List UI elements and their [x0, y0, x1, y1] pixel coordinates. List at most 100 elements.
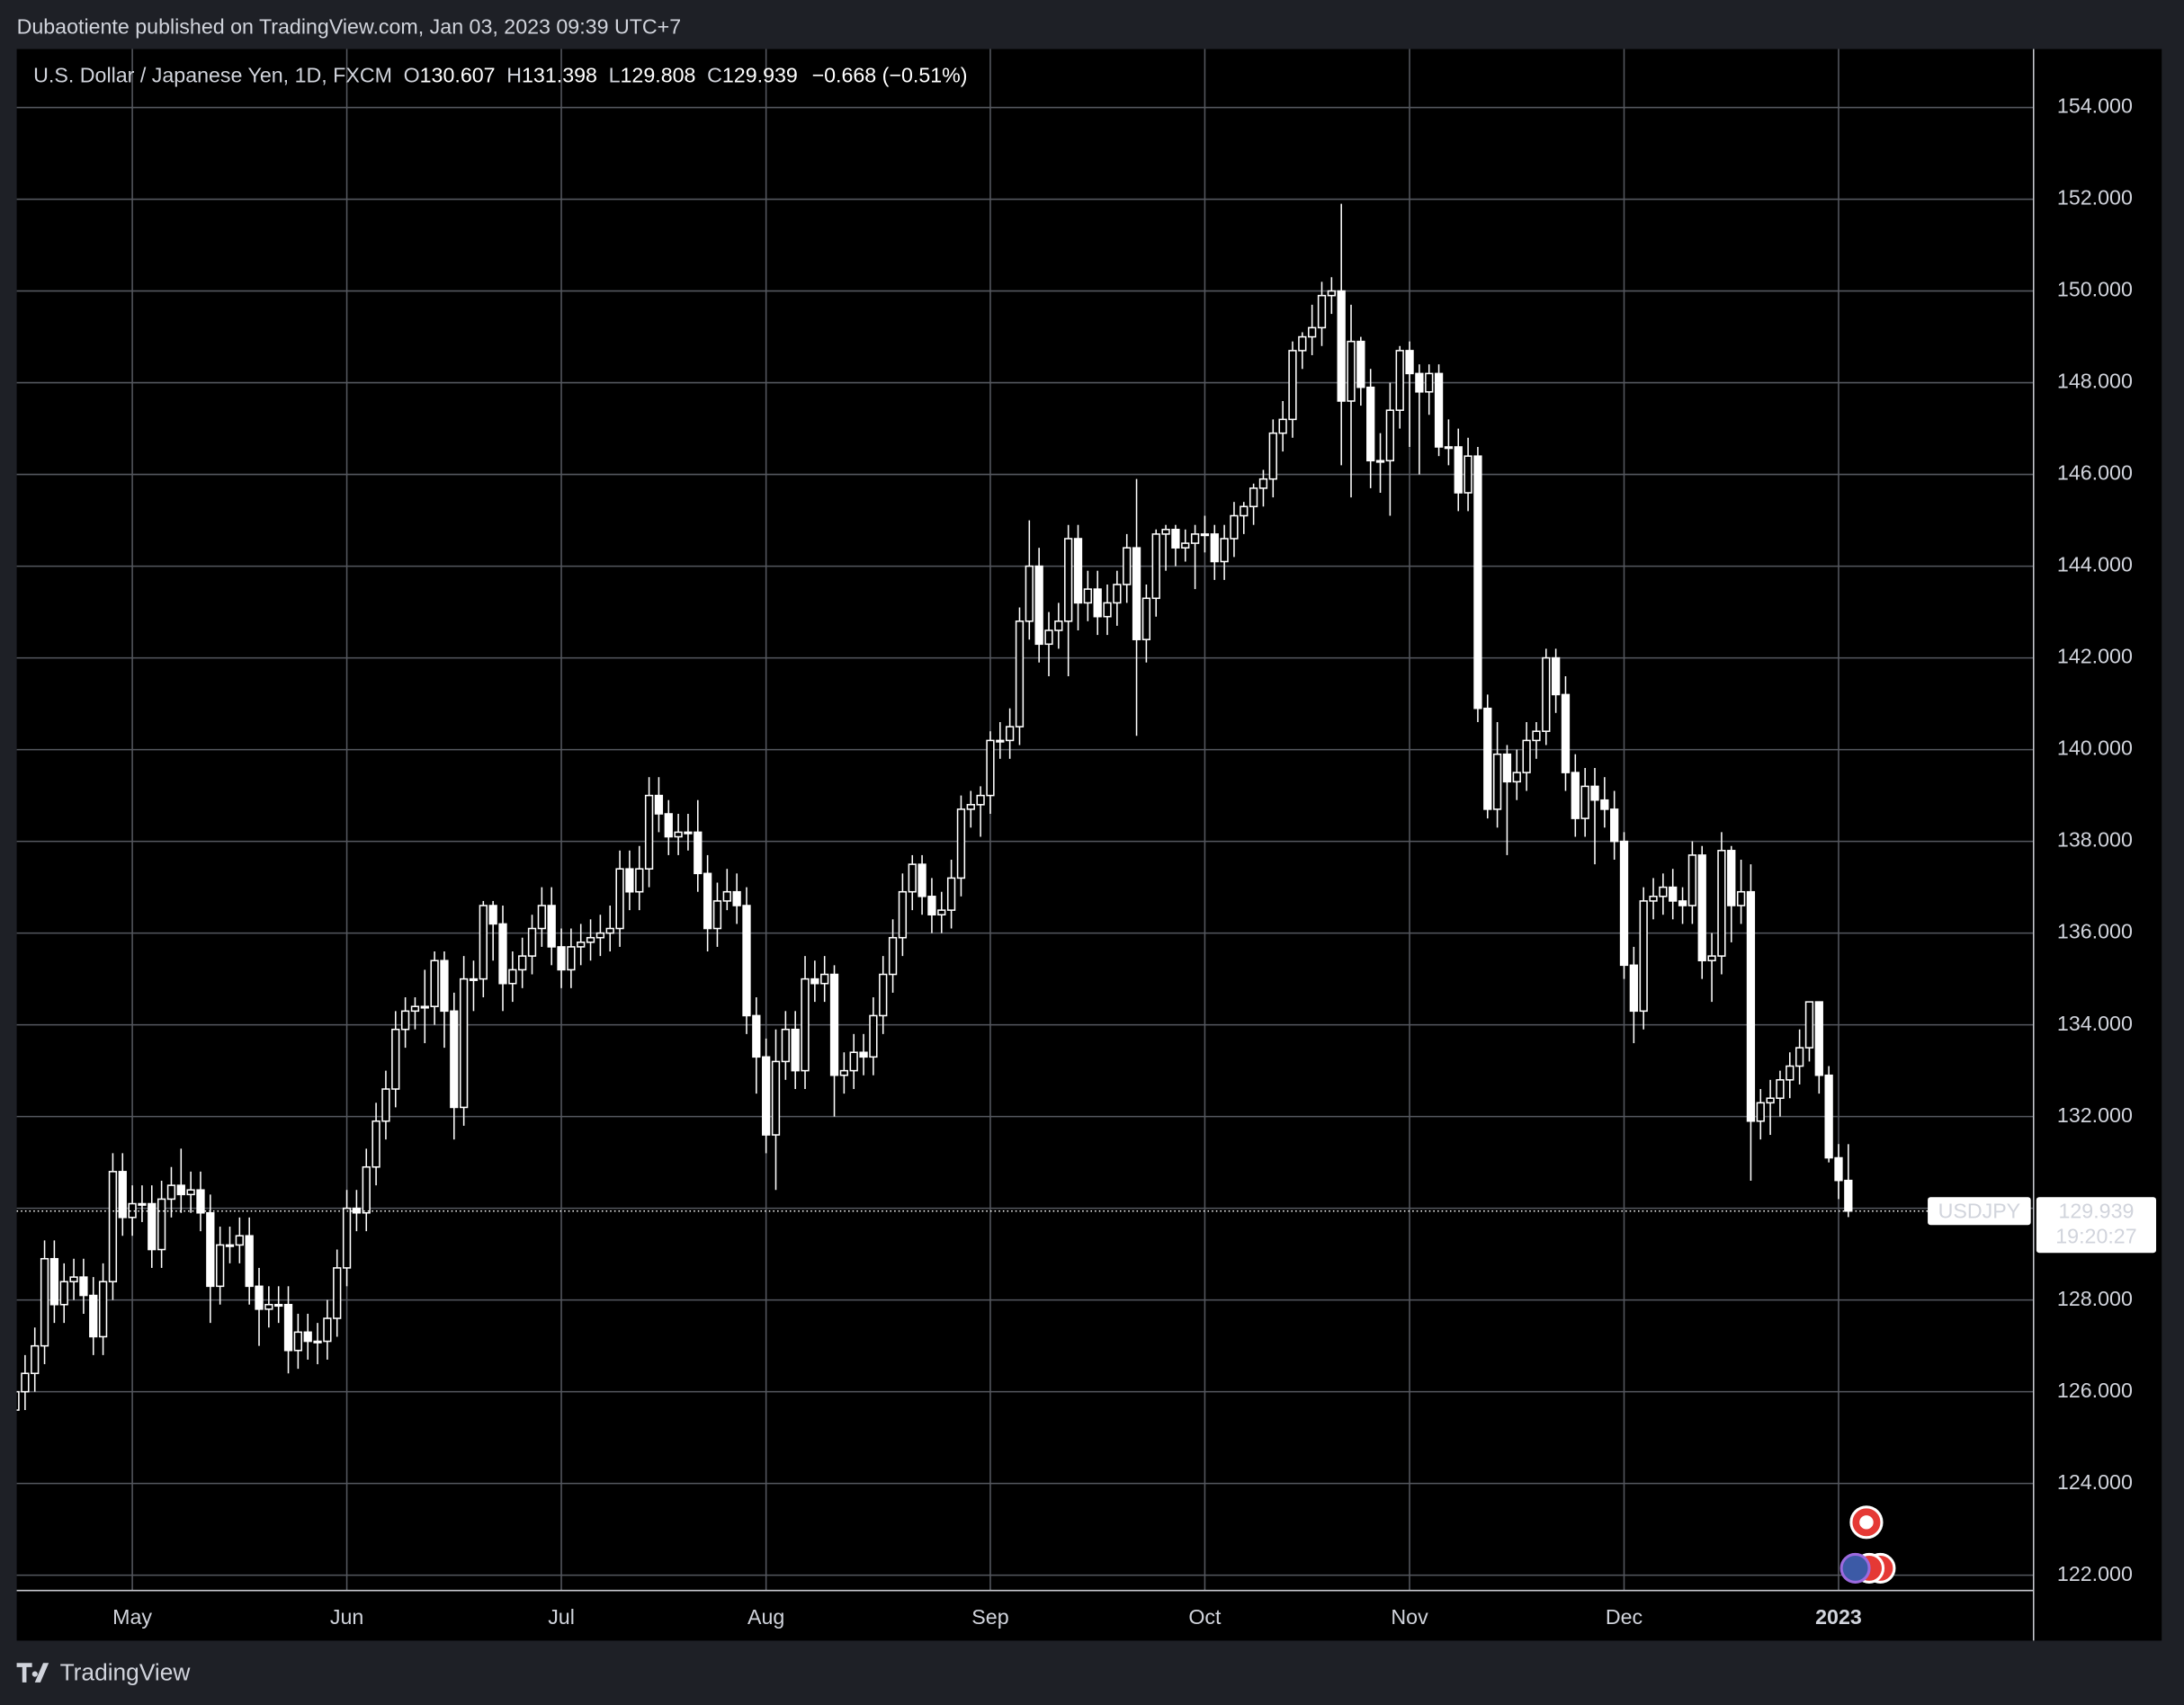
candle-body — [605, 927, 614, 934]
candle-body — [1405, 350, 1414, 375]
candle-body — [1542, 656, 1551, 732]
y-tick-label: 144.000 — [2057, 553, 2133, 576]
candle-body — [410, 1005, 420, 1013]
candle-body — [1766, 1097, 1775, 1104]
candle-body — [138, 1202, 147, 1206]
published-note: Dubaotiente published on TradingView.com… — [17, 14, 682, 38]
candle-body — [148, 1202, 157, 1251]
candle-body — [293, 1331, 303, 1352]
candle-body — [527, 927, 537, 957]
candle-body — [176, 1184, 185, 1196]
candle-body — [732, 890, 741, 906]
candle-body — [274, 1303, 283, 1308]
candle-body — [927, 896, 936, 915]
candle-body — [1786, 1065, 1795, 1081]
candle-body — [362, 1165, 371, 1214]
candle-body — [1258, 478, 1268, 489]
event-icon[interactable] — [1839, 1552, 1871, 1584]
candle-body — [567, 946, 576, 971]
candle-body — [1746, 890, 1756, 1122]
candle-body — [1844, 1179, 1853, 1212]
candle-body — [1434, 372, 1444, 448]
candle-body — [1093, 588, 1102, 618]
candle-body — [323, 1317, 332, 1343]
candle-body — [625, 868, 634, 893]
candle-body — [1200, 533, 1210, 537]
candle-body — [1064, 538, 1073, 622]
y-tick-label: 140.000 — [2057, 736, 2133, 760]
candle-body — [1425, 372, 1434, 393]
candle-body — [1249, 487, 1258, 508]
candle-body — [1727, 850, 1736, 906]
candle-body — [400, 1010, 410, 1031]
candle-body — [1707, 955, 1716, 961]
candle-body — [1210, 533, 1219, 563]
candle-body — [49, 1257, 59, 1306]
y-tick-label: 154.000 — [2057, 94, 2133, 118]
candle-body — [16, 1390, 20, 1411]
y-tick-label: 122.000 — [2057, 1562, 2133, 1585]
legend-open: 130.607 — [420, 64, 496, 87]
candle-body — [1190, 533, 1200, 544]
candle-body — [1278, 418, 1287, 434]
candle-body — [381, 1088, 390, 1122]
candle-body — [1073, 538, 1083, 604]
candle-body — [771, 1060, 781, 1136]
candle-body — [98, 1281, 108, 1338]
candle-body — [479, 905, 488, 980]
x-tick-label: 2023 — [1815, 1605, 1862, 1629]
y-tick-label: 134.000 — [2057, 1012, 2133, 1035]
candle-body — [859, 1051, 868, 1058]
candle-body — [508, 969, 517, 985]
candle-body — [21, 1372, 30, 1393]
candle-body — [1678, 900, 1687, 906]
y-tick-label: 146.000 — [2057, 461, 2133, 485]
candle-body — [937, 909, 946, 915]
candle-body — [1113, 584, 1122, 604]
candle-body — [166, 1184, 176, 1201]
candle-body — [898, 890, 908, 939]
y-tick-label: 124.000 — [2057, 1470, 2133, 1494]
candle-body — [69, 1276, 78, 1283]
candle-body — [946, 877, 956, 911]
candle-body — [752, 1014, 761, 1058]
symbol-label-box — [1928, 1197, 2031, 1226]
candle-body — [1385, 409, 1395, 462]
x-tick-label: Nov — [1391, 1605, 1428, 1629]
candle-body — [1005, 726, 1015, 742]
candle-body — [849, 1051, 858, 1072]
footer-brand: TradingView — [60, 1659, 192, 1686]
candle-body — [1356, 340, 1365, 388]
candle-body — [644, 794, 654, 870]
candle-body — [615, 868, 624, 930]
candle-body — [440, 960, 449, 1013]
event-icons[interactable] — [1839, 1505, 1896, 1584]
candle-body — [1687, 854, 1697, 906]
candle-body — [1717, 850, 1726, 957]
candle-body — [1522, 739, 1531, 773]
candle-body — [1103, 602, 1112, 618]
candle-body — [59, 1281, 68, 1306]
candle-body — [1327, 290, 1336, 297]
candle-body — [1268, 432, 1277, 480]
candle-body — [283, 1303, 293, 1352]
x-tick-label: Dec — [1606, 1605, 1642, 1629]
candle-body — [186, 1189, 195, 1196]
candle-body — [1375, 460, 1385, 463]
candle-body — [1015, 620, 1025, 728]
candle-body — [1795, 1047, 1804, 1067]
candle-body — [488, 905, 497, 925]
y-tick-label: 150.000 — [2057, 278, 2133, 301]
candle-body — [1132, 547, 1141, 640]
candle-body — [1141, 597, 1151, 640]
candle-body — [1834, 1156, 1843, 1182]
candle-body — [996, 739, 1005, 743]
candle-body — [1629, 964, 1638, 1013]
candle-body — [1181, 542, 1190, 549]
candle-body — [1610, 808, 1619, 843]
chart-background — [16, 49, 2162, 1641]
candle-body — [908, 863, 917, 893]
candle-body — [1649, 896, 1658, 902]
candle-body — [1561, 693, 1571, 773]
candle-body — [1824, 1074, 1833, 1159]
